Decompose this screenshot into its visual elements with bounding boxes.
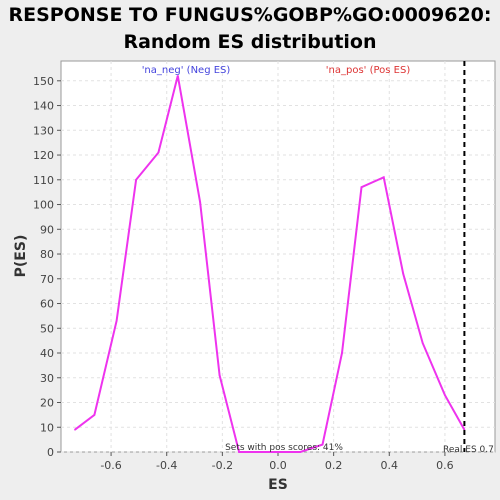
data-point xyxy=(279,451,282,453)
y-tick-label: 40 xyxy=(40,347,54,360)
y-tick-label: 110 xyxy=(33,174,54,187)
data-point xyxy=(299,451,302,453)
y-tick-label: 90 xyxy=(40,223,54,236)
x-tick-label: -0.6 xyxy=(100,459,121,472)
x-tick-label: 0.4 xyxy=(381,459,399,472)
legend-pos-label: 'na_pos' (Pos ES) xyxy=(326,65,411,76)
data-point xyxy=(360,186,363,189)
series-line xyxy=(74,75,466,453)
pos-score-annotation: Sets with pos scores: 41% xyxy=(225,443,343,453)
x-tick-label: 0.2 xyxy=(325,459,343,472)
y-tick-label: 60 xyxy=(40,298,54,311)
y-tick-label: 120 xyxy=(33,149,54,162)
y-tick-label: 20 xyxy=(40,397,54,410)
y-tick-label: 100 xyxy=(33,199,54,212)
data-point xyxy=(402,273,404,275)
data-point xyxy=(115,320,118,322)
data-point xyxy=(177,75,179,77)
data-point xyxy=(321,443,324,446)
data-point xyxy=(260,451,263,453)
y-axis-title: P(ES) xyxy=(13,235,29,278)
axes: -0.6 -0.4 -0.2 0.0 0.2 0.4 0.6 0 10 20 30 40 50 60 70 8… xyxy=(33,75,454,472)
data-point xyxy=(218,374,221,377)
data-point xyxy=(382,176,385,179)
y-tick-label: 10 xyxy=(40,421,54,434)
data-point xyxy=(93,414,96,416)
series-layer xyxy=(74,75,466,453)
y-tick-label: 150 xyxy=(33,75,54,88)
data-point xyxy=(238,451,240,453)
y-tick-label: 80 xyxy=(40,248,54,261)
data-point xyxy=(444,394,446,396)
real-es-annotation: Real ES 0.7 xyxy=(443,445,494,455)
legend-neg-label: 'na_neg' (Neg ES) xyxy=(142,65,231,76)
chart-title-line1: RESPONSE TO FUNGUS%GOBP%GO:0009620: xyxy=(8,4,491,26)
y-tick-label: 130 xyxy=(33,124,54,137)
x-tick-label: -0.2 xyxy=(212,459,233,472)
y-tick-label: 30 xyxy=(40,372,54,385)
x-tick-label: 0.6 xyxy=(436,459,454,472)
x-tick-label: 0.0 xyxy=(269,459,287,472)
y-tick-label: 0 xyxy=(47,446,54,459)
y-tick-label: 140 xyxy=(33,100,54,113)
data-point xyxy=(157,151,160,154)
data-point xyxy=(421,342,424,344)
y-tick-label: 70 xyxy=(40,273,54,286)
x-axis-title: ES xyxy=(268,477,288,493)
chart-title-line2: Random ES distribution xyxy=(123,31,376,53)
y-tick-label: 50 xyxy=(40,322,54,335)
data-point xyxy=(199,201,201,203)
data-point xyxy=(135,178,137,181)
x-tick-label: -0.4 xyxy=(156,459,177,472)
data-point xyxy=(341,352,343,354)
data-point xyxy=(74,428,76,431)
